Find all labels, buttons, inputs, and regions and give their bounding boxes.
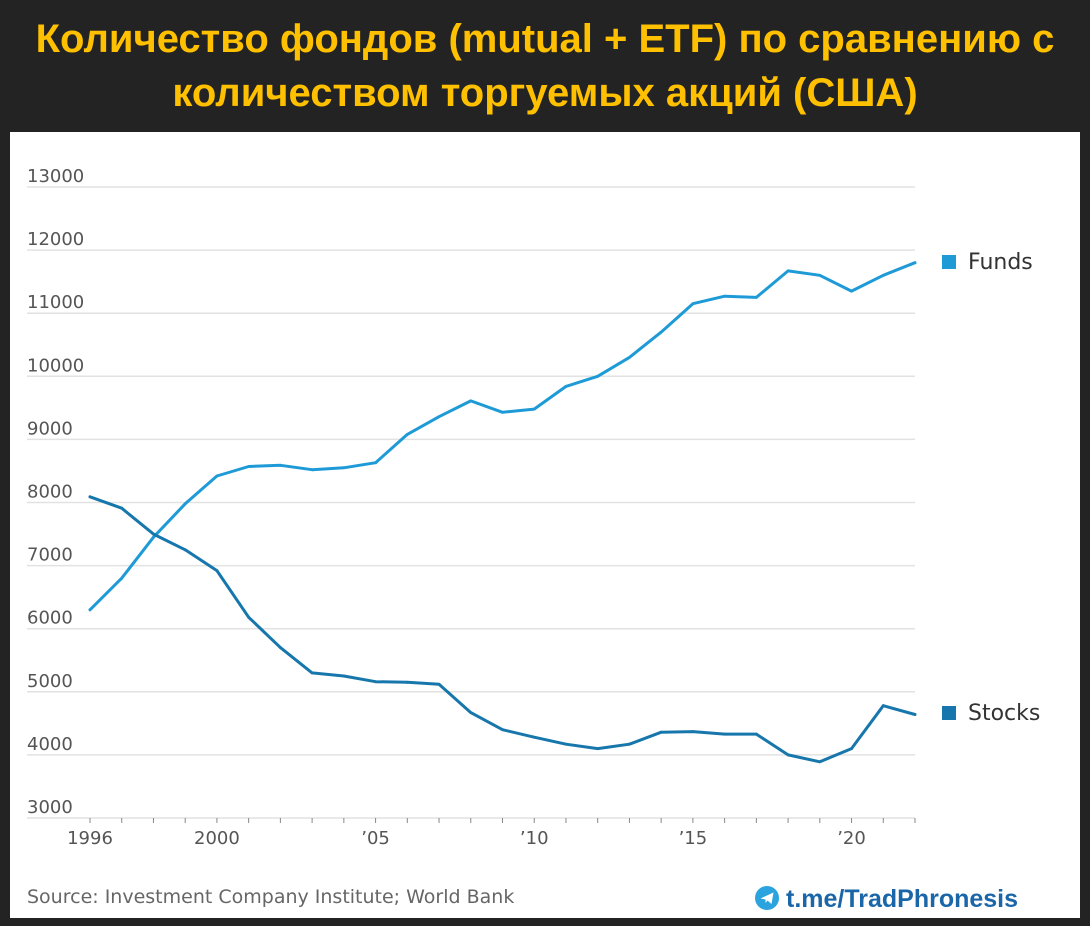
data-point-funds-2013 (628, 355, 631, 359)
data-point-stocks-2010 (532, 735, 536, 739)
data-point-stocks-1997 (120, 506, 124, 510)
data-point-funds-2022 (913, 261, 917, 265)
data-point-funds-2018 (786, 269, 790, 273)
data-point-funds-2004 (342, 466, 346, 470)
x-tick-label-’15: ’15 (679, 828, 708, 849)
data-point-funds-2009 (501, 410, 504, 414)
chart-title-line-2: количеством торгуемых акций (США) (172, 71, 918, 115)
data-point-funds-2006 (405, 432, 409, 436)
y-tick-label-7000: 7000 (27, 545, 73, 566)
y-tick-label-5000: 5000 (27, 671, 73, 692)
y-tick-label-10000: 10000 (27, 355, 84, 376)
legend-funds: Funds (942, 250, 1033, 275)
data-point-funds-2019 (818, 273, 822, 277)
data-point-stocks-2018 (786, 753, 790, 757)
data-point-funds-1998 (152, 535, 155, 539)
series-lines (88, 261, 917, 764)
data-point-funds-2000 (215, 474, 219, 478)
data-point-stocks-2017 (754, 732, 758, 736)
data-point-funds-2008 (469, 399, 473, 403)
data-point-stocks-2016 (723, 732, 727, 736)
x-tick-label-1996: 1996 (67, 828, 113, 849)
data-point-funds-2014 (659, 330, 663, 334)
y-tick-label-6000: 6000 (27, 608, 73, 629)
series-line-funds (88, 261, 917, 612)
chart-title-line-1: Количество фондов (mutual + ETF) по срав… (35, 17, 1055, 61)
chart-panel: 13000 12000 11000 10000 9000 8000 7000 6000 5000… (10, 132, 1080, 918)
data-point-funds-2010 (532, 407, 536, 411)
legend-stocks: Stocks (942, 701, 1040, 726)
data-point-funds-2016 (723, 294, 727, 298)
y-tick-label-8000: 8000 (27, 482, 73, 503)
y-tick-label-3000: 3000 (27, 797, 73, 818)
data-point-stocks-2022 (913, 713, 917, 716)
legend-stocks-swatch (942, 706, 956, 720)
data-point-funds-2011 (564, 384, 568, 388)
data-point-stocks-2012 (596, 747, 600, 750)
data-point-stocks-2000 (215, 569, 219, 573)
legend-stocks-label: Stocks (968, 701, 1040, 726)
data-point-stocks-2021 (881, 704, 885, 708)
data-point-stocks-2014 (659, 730, 663, 734)
telegram-icon (755, 886, 779, 910)
x-axis-ticks: 1996 2000 ’05 ’10 ’15 ’20 (67, 818, 916, 849)
data-point-funds-1997 (120, 576, 124, 580)
data-point-stocks-2013 (628, 742, 631, 746)
x-tick-label-2000: 2000 (194, 828, 240, 849)
data-point-funds-2017 (754, 296, 758, 299)
data-point-funds-2020 (850, 289, 853, 293)
data-point-stocks-2019 (818, 760, 822, 764)
data-point-funds-2015 (691, 302, 695, 306)
data-point-stocks-2005 (374, 680, 377, 684)
data-point-funds-2001 (247, 465, 251, 468)
data-point-stocks-2004 (342, 674, 346, 678)
data-point-stocks-1996 (88, 495, 92, 499)
data-point-stocks-1998 (152, 532, 155, 536)
data-point-stocks-2007 (437, 682, 441, 686)
data-point-stocks-2001 (247, 615, 251, 619)
title-bar: Количество фондов (mutual + ETF) по срав… (0, 0, 1090, 132)
source-note: Source: Investment Company Institute; Wo… (27, 886, 514, 908)
y-tick-label-13000: 13000 (27, 166, 84, 187)
watermark: t.me/TradPhronesis (755, 885, 1018, 913)
data-point-funds-1996 (88, 608, 92, 612)
data-point-funds-2007 (437, 415, 441, 419)
data-point-stocks-1999 (183, 548, 187, 552)
data-point-stocks-2020 (850, 747, 853, 750)
grid-lines (27, 186, 915, 819)
data-point-funds-2003 (310, 468, 314, 472)
watermark-link: t.me/TradPhronesis (786, 885, 1018, 913)
y-tick-label-4000: 4000 (27, 734, 73, 755)
data-point-funds-2021 (881, 273, 885, 277)
y-tick-label-12000: 12000 (27, 229, 84, 250)
x-tick-label-’20: ’20 (837, 828, 866, 849)
legend-funds-label: Funds (968, 250, 1033, 275)
data-point-stocks-2009 (501, 728, 504, 732)
data-point-stocks-2002 (278, 646, 282, 650)
data-point-funds-1999 (183, 502, 187, 506)
line-chart: 13000 12000 11000 10000 9000 8000 7000 6000 5000… (27, 166, 1040, 913)
data-point-stocks-2003 (310, 671, 314, 675)
x-tick-label-’10: ’10 (520, 828, 549, 849)
y-tick-label-9000: 9000 (27, 418, 73, 439)
legend-funds-swatch (942, 255, 956, 269)
data-point-stocks-2006 (405, 680, 409, 684)
x-tick-label-’05: ’05 (361, 828, 390, 849)
y-axis-ticks: 13000 12000 11000 10000 9000 8000 7000 6000 5000… (27, 166, 84, 818)
data-point-funds-2002 (278, 463, 282, 467)
data-point-stocks-2008 (469, 711, 473, 715)
data-point-stocks-2011 (564, 742, 568, 746)
data-point-stocks-2015 (691, 730, 695, 733)
y-tick-label-11000: 11000 (27, 292, 84, 313)
data-point-funds-2012 (596, 374, 600, 378)
data-point-funds-2005 (374, 461, 377, 465)
